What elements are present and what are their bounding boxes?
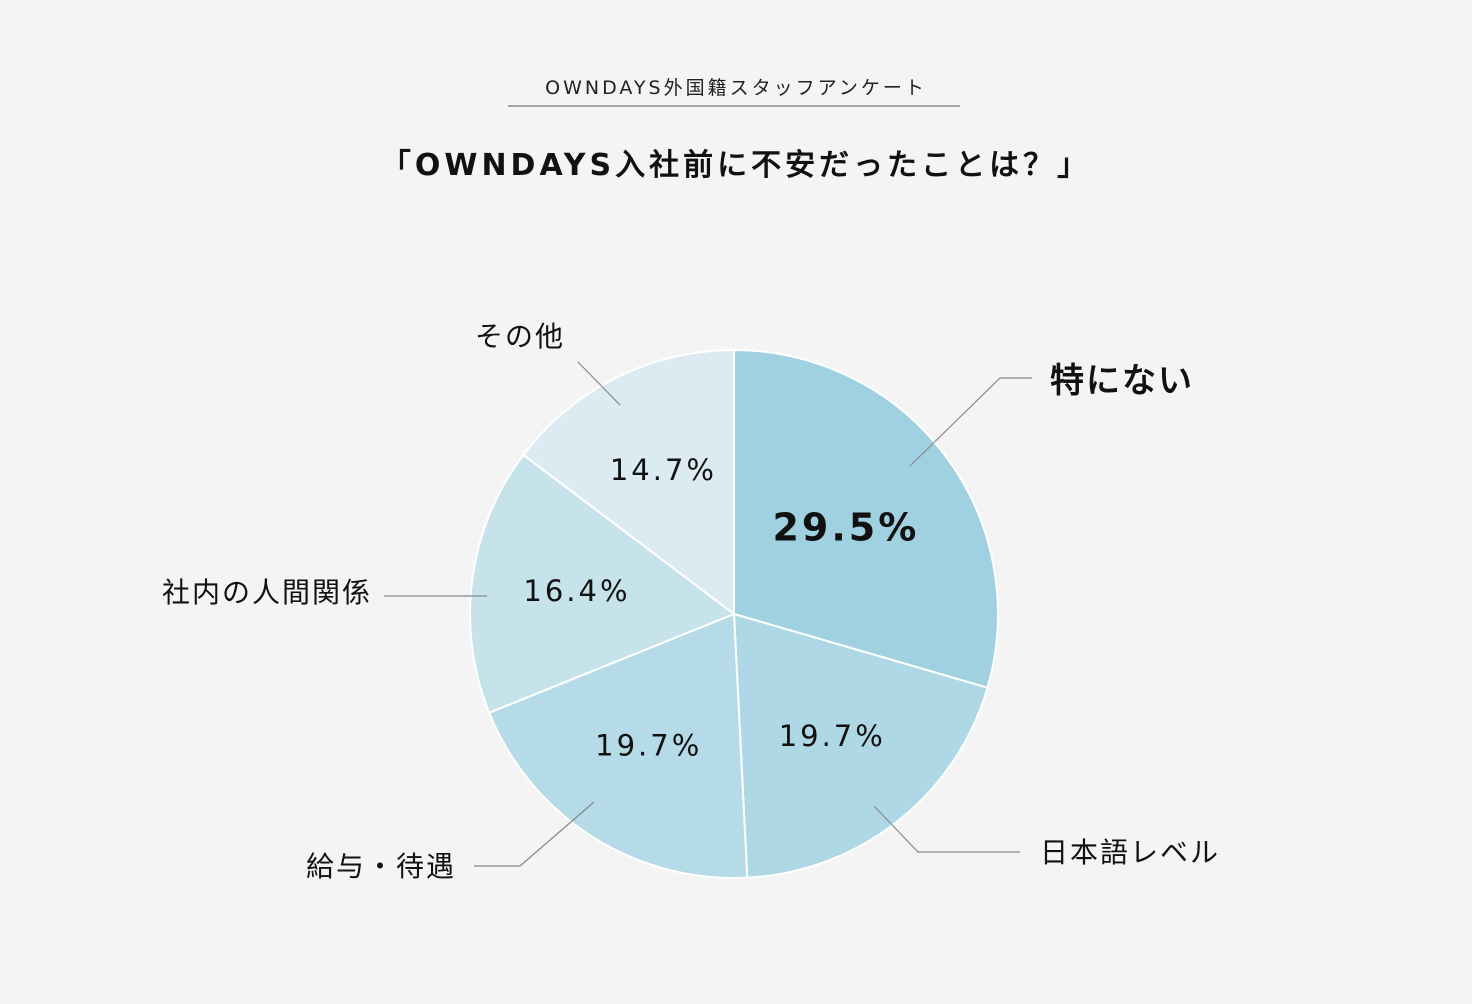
leader-line: [873, 805, 1020, 853]
slice-labels: 29.5% 特にない 19.7% 日本語レベル 19.7% 給与・待遇 16.4% 社内の人間…: [162, 320, 1220, 883]
pie-slice: [487, 612, 749, 880]
slice-value-label: 29.5%: [772, 505, 919, 549]
pie-slices: [469, 348, 999, 880]
slice-value-label: 19.7%: [595, 728, 702, 762]
leader-line: [909, 377, 1032, 467]
slice-category-label: 社内の人間関係: [162, 576, 372, 609]
slice-category-label: 日本語レベル: [1040, 836, 1220, 869]
pie-slice: [733, 348, 999, 689]
leader-lines: [384, 361, 1032, 867]
slice-category-label: その他: [475, 320, 565, 353]
leader-line: [474, 801, 595, 867]
pie-slice: [732, 612, 989, 879]
chart-title: 「OWNDAYS入社前に不安だったことは？」: [381, 148, 1091, 183]
slice-category-label: 給与・待遇: [306, 850, 456, 883]
leader-line: [577, 361, 621, 406]
pie-slice: [469, 453, 737, 715]
slice-category-label: 特にない: [1050, 361, 1194, 401]
chart-subtitle: OWNDAYS外国籍スタッフアンケート: [545, 77, 927, 99]
slice-value-label: 14.7%: [610, 453, 717, 487]
pie-slice: [521, 348, 735, 617]
slice-value-label: 19.7%: [779, 719, 886, 753]
slice-value-label: 16.4%: [523, 574, 630, 608]
